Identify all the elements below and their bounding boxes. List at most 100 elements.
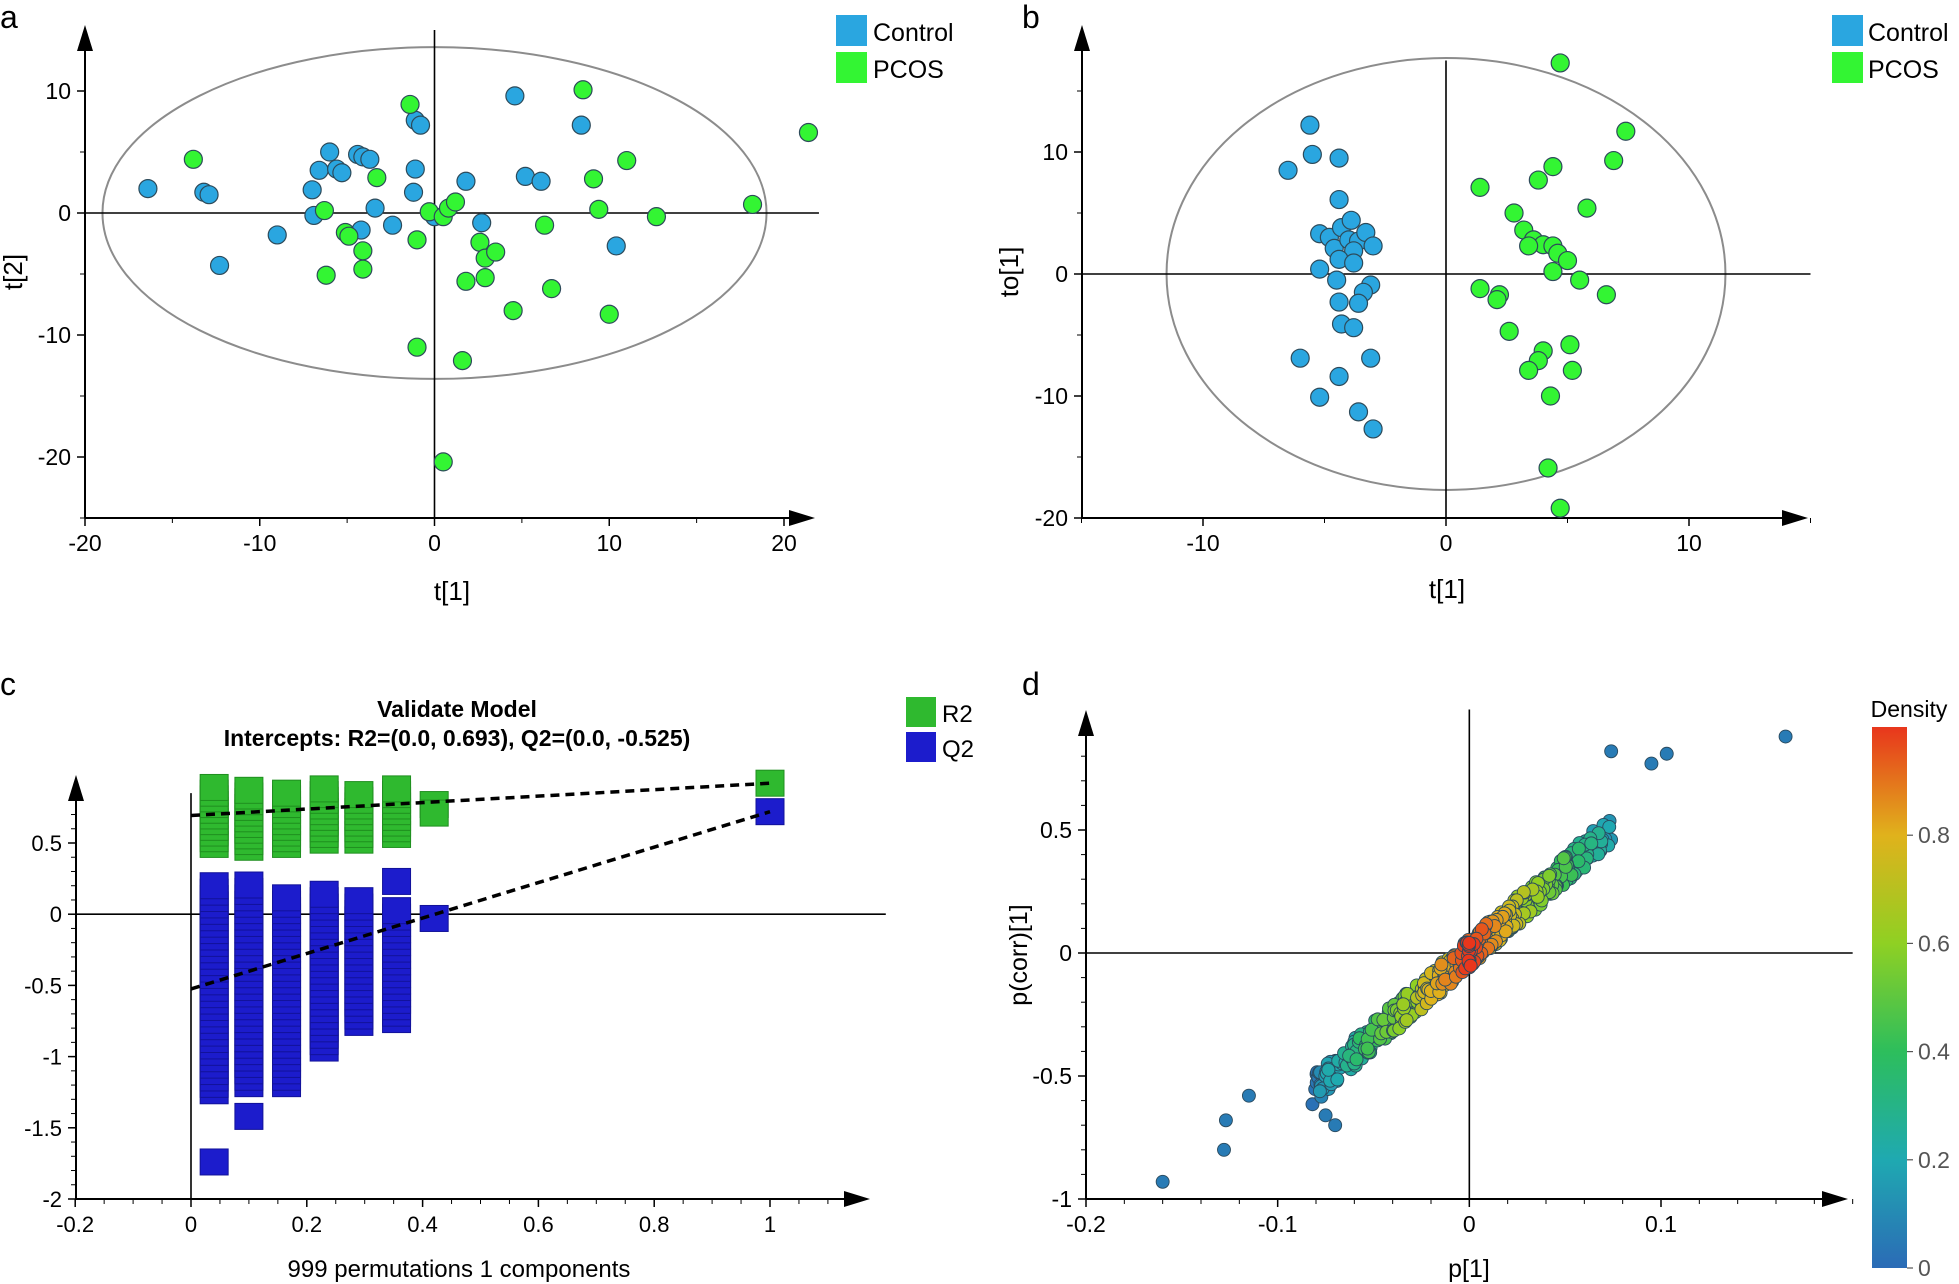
loading-point (1321, 1062, 1336, 1077)
panel-label-c: c (0, 666, 16, 702)
point-control (1300, 115, 1320, 135)
marker-q2 (344, 887, 374, 915)
point-control (1302, 144, 1322, 165)
point-control (1344, 253, 1364, 273)
panel-d-ticks: -0.2 -0.1 0 0.1 -1 -0.5 0 0.5 (1032, 731, 1854, 1237)
point-pcos (583, 169, 604, 189)
panel-c-ticks: -0.2 0 0.2 0.4 0.6 0.8 1 -2 -1.5 -1 -0.5 0 0.5 (24, 814, 829, 1237)
point-control (472, 213, 492, 233)
panel-b-xlabel: t[1] (1429, 574, 1465, 604)
point-pcos (486, 242, 506, 262)
point-pcos (316, 265, 336, 285)
x-axis-arrow (844, 1191, 870, 1207)
point-control (1329, 189, 1349, 210)
colorbar-gradient (1872, 727, 1907, 1268)
x-tick-label: -20 (68, 530, 101, 556)
point-control (571, 115, 591, 135)
x-axis-arrow (789, 510, 815, 526)
point-control (403, 182, 424, 202)
x-tick-label: 0.1 (1645, 1211, 1677, 1237)
point-control (1329, 366, 1349, 387)
colorbar-ticks: 0 0.2 0.4 0.6 0.8 (1907, 822, 1950, 1281)
point-pcos (353, 241, 373, 261)
point-pcos (1487, 290, 1507, 310)
panel-a-score-plot: -20 -10 0 10 20 -20 -10 0 10 t[1] t[2] Control P… (0, 15, 954, 606)
legend-label-r2: R2 (942, 701, 973, 728)
y-tick-label: 0 (58, 200, 71, 226)
panel-b-ticks: -10 0 10 -20 -10 0 10 (1035, 90, 1811, 556)
colorbar-tick-label: 0.2 (1918, 1147, 1950, 1173)
point-control (505, 86, 525, 106)
point-pcos (1604, 150, 1624, 171)
point-pcos (1570, 270, 1590, 290)
point-control (302, 180, 322, 200)
legend-label-q2: Q2 (942, 736, 974, 763)
point-pcos (1562, 360, 1582, 380)
point-pcos (646, 207, 667, 227)
point-control (1327, 270, 1347, 290)
loading-point (1312, 1084, 1327, 1099)
y-tick-label: 0.5 (1040, 817, 1072, 843)
y-tick-label: 0 (1055, 261, 1068, 287)
marker-q2 (382, 867, 412, 895)
panel-label-d: d (1022, 666, 1040, 702)
colorbar-tick-label: 0 (1918, 1255, 1931, 1281)
y-axis-arrow (77, 25, 93, 51)
legend-label-pcos: PCOS (1868, 56, 1939, 84)
point-pcos (1550, 498, 1570, 518)
point-pcos (589, 199, 609, 219)
colorbar-tick-label: 0.4 (1918, 1039, 1950, 1065)
point-pcos (1557, 250, 1578, 271)
x-tick-label: 0 (1463, 1211, 1476, 1237)
legend-label-control: Control (873, 19, 954, 47)
marker-r2 (272, 779, 302, 807)
marker-q2 (382, 897, 412, 925)
loading-point (1305, 1097, 1320, 1112)
point-pcos (1470, 177, 1490, 197)
y-tick-label: 0 (50, 902, 62, 927)
x-tick-label: 10 (1676, 530, 1702, 556)
legend-label-pcos: PCOS (873, 56, 944, 84)
panel-d-points (1155, 729, 1793, 1189)
loading-point (1217, 1142, 1231, 1157)
panel-c-axes (68, 775, 886, 1207)
loading-point (1434, 957, 1449, 972)
panel-label-b: b (1022, 0, 1040, 35)
point-pcos (1519, 236, 1539, 256)
point-pcos (367, 168, 387, 188)
point-pcos (1616, 121, 1636, 141)
panel-c-title: Validate Model (377, 696, 537, 722)
point-pcos (183, 149, 203, 169)
loading-point (1602, 819, 1617, 834)
legend-label-control: Control (1868, 19, 1949, 47)
marker-r2 (419, 799, 449, 827)
y-tick-label: 0 (1059, 940, 1072, 966)
point-control (1341, 210, 1361, 230)
point-control (320, 142, 340, 162)
point-pcos (314, 200, 335, 221)
legend-swatch-q2 (906, 732, 936, 762)
x-tick-label: 0.2 (292, 1212, 323, 1237)
y-axis-arrow (1074, 25, 1090, 51)
y-tick-label: -0.5 (1032, 1063, 1072, 1089)
y-tick-label: 10 (1042, 139, 1068, 165)
y-tick-label: -20 (1035, 505, 1068, 531)
x-tick-label: 0 (1440, 530, 1453, 556)
loading-point (1542, 868, 1557, 883)
point-pcos (541, 279, 562, 299)
y-axis-arrow (68, 775, 84, 801)
point-pcos (1550, 53, 1570, 73)
point-control (1290, 348, 1310, 368)
point-control (382, 215, 403, 235)
y-tick-label: -1.5 (24, 1116, 62, 1141)
colorbar-tick-label: 0.8 (1918, 822, 1950, 848)
regression-line-q2 (190, 809, 771, 991)
marker-q2 (234, 871, 264, 899)
point-pcos (475, 268, 495, 288)
panel-b-opls-score-plot: -10 0 10 -20 -10 0 10 t[1] to[1] Control PCOS (994, 15, 1949, 604)
panel-c-subtitle: Intercepts: R2=(0.0, 0.693), Q2=(0.0, -0… (224, 725, 691, 751)
loading-point (1399, 1013, 1414, 1028)
y-tick-label: -1 (42, 1045, 62, 1070)
x-tick-label: 0.8 (639, 1212, 670, 1237)
x-tick-label: -10 (1186, 530, 1219, 556)
